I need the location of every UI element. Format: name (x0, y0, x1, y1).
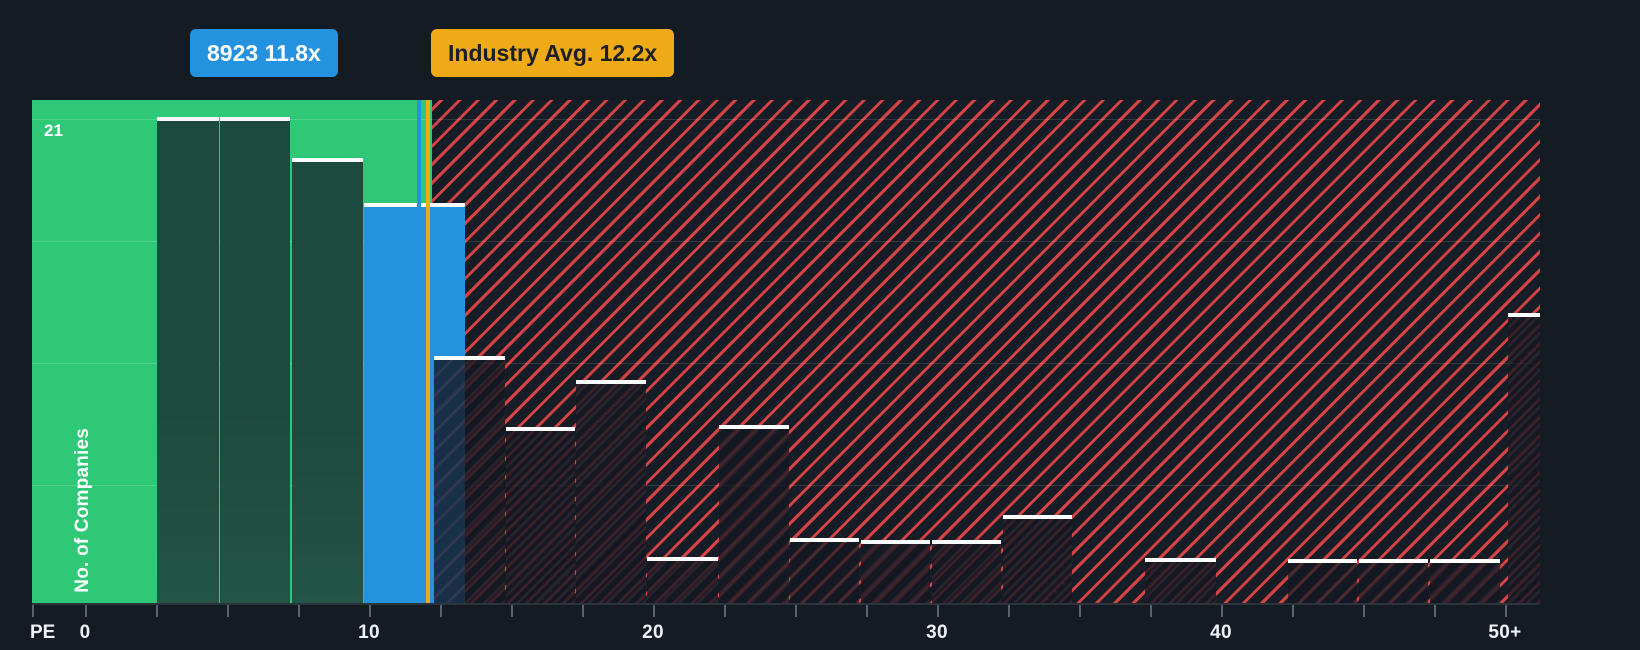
x-axis-tick (227, 605, 229, 617)
industry-pe-marker-line (426, 100, 430, 603)
bar-cap (364, 203, 465, 207)
bar-cap (576, 380, 646, 384)
histogram-bar[interactable] (932, 540, 1001, 603)
x-axis-tick (1150, 605, 1152, 617)
bar-fill (1508, 313, 1540, 603)
x-axis-tick (1434, 605, 1436, 617)
bar-cap (157, 117, 219, 121)
x-axis-tick (85, 605, 87, 617)
bar-fill (1430, 559, 1500, 603)
histogram-bar[interactable] (1003, 515, 1072, 603)
bar-fill (506, 427, 575, 603)
histogram-bar[interactable] (506, 427, 575, 603)
bar-cap (1145, 558, 1216, 562)
company-pe-marker-line (417, 100, 421, 603)
bar-fill (861, 540, 930, 603)
bar-fill (1145, 558, 1216, 603)
bar-fill (1288, 559, 1357, 603)
histogram-bar[interactable] (157, 117, 219, 603)
bar-cap (1359, 559, 1428, 563)
histogram-bar[interactable] (790, 538, 859, 603)
x-axis-tick (937, 605, 939, 617)
bar-cap (220, 117, 290, 121)
x-axis-prefix-label: PE (30, 622, 56, 643)
histogram-bar[interactable] (1430, 559, 1500, 603)
industry-pe-tooltip[interactable]: Industry Avg. 12.2x (431, 29, 675, 77)
bar-cap (861, 540, 930, 544)
histogram-bar[interactable] (220, 117, 290, 603)
x-axis-tick-label: 40 (1210, 622, 1232, 643)
x-axis-line (32, 603, 1540, 605)
x-axis-tick (1292, 605, 1294, 617)
x-axis-tick (440, 605, 442, 617)
x-axis-tick-label: 50+ (1488, 622, 1522, 643)
histogram-bar[interactable] (647, 557, 718, 603)
industry-pe-tooltip-label: Industry Avg. 12.2x (448, 39, 658, 66)
bar-fill (434, 356, 505, 603)
bar-fill (1359, 559, 1428, 603)
gridline (432, 119, 1540, 120)
x-axis-tick (1008, 605, 1010, 617)
x-axis-tick (32, 605, 34, 617)
company-pe-tooltip-label: 8923 11.8x (207, 39, 321, 66)
x-axis-tick (298, 605, 300, 617)
x-axis-tick (1079, 605, 1081, 617)
bar-cap (1288, 559, 1357, 563)
x-axis-tick (369, 605, 371, 617)
x-axis-tick (795, 605, 797, 617)
x-axis-tick (653, 605, 655, 617)
bar-fill (576, 380, 646, 603)
histogram-bar[interactable] (434, 356, 505, 603)
bar-fill (1003, 515, 1072, 603)
plot-area: No. of Companies 21 (32, 100, 1540, 603)
bar-cap (434, 356, 505, 360)
bar-cap (1003, 515, 1072, 519)
x-axis-tick-label: 20 (642, 622, 664, 643)
histogram-bar[interactable] (861, 540, 930, 603)
x-axis-tick (156, 605, 158, 617)
histogram-bar[interactable] (1145, 558, 1216, 603)
bar-cap (1430, 559, 1500, 563)
bar-fill (157, 117, 219, 603)
gridline (432, 241, 1540, 242)
x-axis-tick (866, 605, 868, 617)
histogram-bar[interactable] (719, 425, 789, 603)
bar-cap (790, 538, 859, 542)
y-axis-label: No. of Companies (72, 428, 93, 593)
y-axis-max-value: 21 (44, 121, 63, 140)
gridline (432, 485, 1540, 486)
gridline (432, 363, 1540, 364)
company-pe-tooltip[interactable]: 8923 11.8x (190, 29, 338, 77)
x-axis-tick (1221, 605, 1223, 617)
bar-fill (292, 158, 363, 603)
bar-fill (932, 540, 1001, 603)
bar-fill (719, 425, 789, 603)
histogram-bar[interactable] (292, 158, 363, 603)
x-axis-tick-label: 10 (358, 622, 380, 643)
histogram-bar[interactable] (1508, 313, 1540, 603)
x-axis-tick-label: 0 (79, 622, 91, 643)
histogram-bar[interactable] (1288, 559, 1357, 603)
bar-cap (932, 540, 1001, 544)
bar-fill (790, 538, 859, 603)
x-axis-tick (582, 605, 584, 617)
bar-cap (1508, 313, 1540, 317)
bar-cap (719, 425, 789, 429)
histogram-bar[interactable] (1359, 559, 1428, 603)
x-axis-tick-label: 30 (926, 622, 948, 643)
histogram-bar[interactable] (576, 380, 646, 603)
bar-cap (506, 427, 575, 431)
x-axis-tick (511, 605, 513, 617)
bar-cap (647, 557, 718, 561)
x-axis-tick (1363, 605, 1365, 617)
bar-cap (292, 158, 363, 162)
bar-fill (220, 117, 290, 603)
x-axis-tick (724, 605, 726, 617)
bar-fill (647, 557, 718, 603)
x-axis-tick (1505, 605, 1507, 617)
